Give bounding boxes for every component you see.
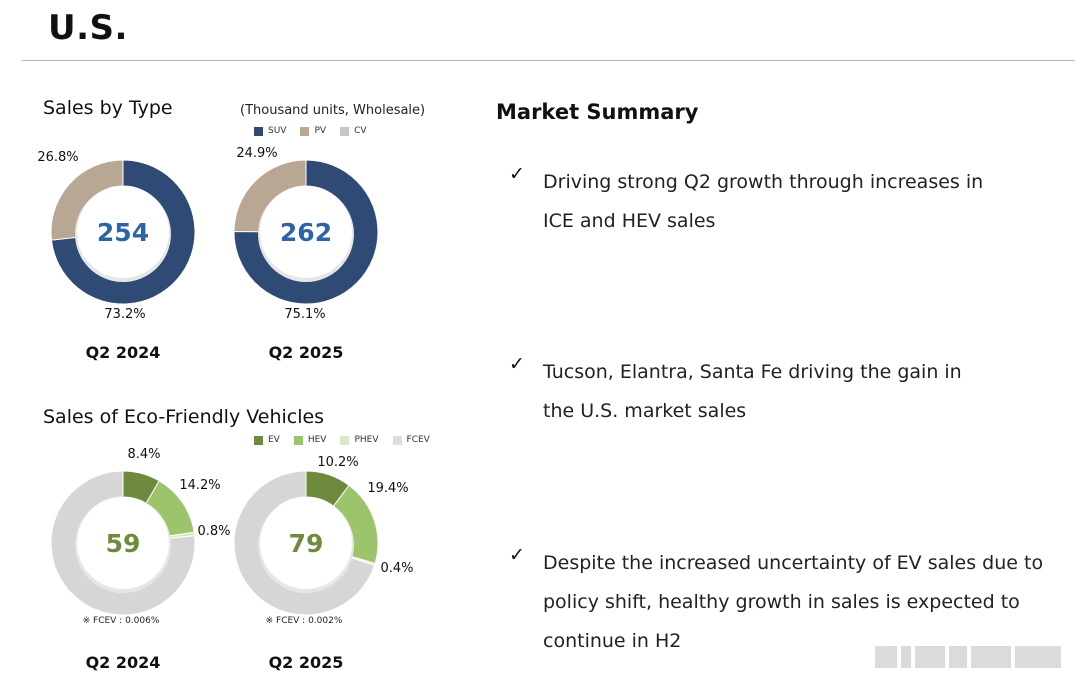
bullet-line: Driving strong Q2 growth through increas… [543,171,984,193]
data-label: 75.1% [284,307,325,322]
donut-center [77,186,169,278]
donut-center [260,186,352,278]
check-icon: ✓ [509,353,525,375]
legend-item-pv: PV [300,126,326,136]
data-label: 10.2% [317,455,358,470]
legend-swatch [293,435,303,445]
fcev-note: ※ FCEV : 0.002% [266,616,343,626]
fcev-note: ※ FCEV : 0.006% [83,616,160,626]
donut-center-value: 79 [289,529,324,558]
category-label: Q2 2024 [86,653,161,672]
legend-item-ev: EV [254,435,280,445]
donut-center-value: 254 [97,218,149,247]
summary-bullet: ✓ Despite the increased uncertainty of E… [509,544,1059,661]
title-divider [22,60,1075,61]
sales-by-type-title: Sales by Type [43,97,173,119]
legend-label: CV [354,126,367,136]
legend-swatch [254,435,263,445]
legend-swatch [340,126,350,136]
summary-bullet-text: Despite the increased uncertainty of EV … [543,544,1043,661]
legend-label: PHEV [354,435,379,445]
check-icon: ✓ [509,544,525,566]
bullet-line: Tucson, Elantra, Santa Fe driving the ga… [543,361,962,383]
donut-center-value: 262 [280,218,332,247]
units-note: (Thousand units, Wholesale) [240,103,426,118]
legend-label: EV [268,435,280,445]
donut-center [260,497,352,589]
legend-label: PV [314,126,327,136]
eco-friendly-title: Sales of Eco-Friendly Vehicles [43,406,325,428]
legend-label: SUV [268,126,287,136]
eco-friendly-legend: EV HEV PHEV FCEV [254,435,430,445]
legend-swatch [340,435,350,445]
donut-center-value: 59 [106,529,141,558]
legend-item-phev: PHEV [340,435,379,445]
bullet-line: continue in H2 [543,630,682,652]
summary-bullet-text: Driving strong Q2 growth through increas… [543,163,983,241]
category-label: Q2 2025 [269,653,344,672]
legend-label: FCEV [406,435,430,445]
legend-swatch [300,126,310,136]
bullet-line: policy shift, healthy growth in sales is… [543,591,1020,613]
summary-bullet: ✓ Tucson, Elantra, Santa Fe driving the … [509,353,1059,431]
category-label: Q2 2025 [269,343,344,362]
data-label: 24.9% [236,146,277,161]
data-label: 8.4% [127,447,160,462]
check-icon: ✓ [509,163,525,185]
legend-swatch [392,435,402,445]
summary-bullet-text: Tucson, Elantra, Santa Fe driving the ga… [543,353,962,431]
legend-item-hev: HEV [293,435,327,445]
bullet-line: ICE and HEV sales [543,210,716,232]
bullet-line: Despite the increased uncertainty of EV … [543,552,1044,574]
watermark [875,646,1075,668]
data-label: 0.8% [197,524,230,539]
legend-item-cv: CV [340,126,367,136]
legend-swatch [254,126,263,136]
legend-label: HEV [307,435,327,445]
data-label: 14.2% [179,478,220,493]
market-summary-title: Market Summary [496,100,699,124]
bullet-line: the U.S. market sales [543,400,747,422]
data-label: 73.2% [104,307,145,322]
donut-center [77,497,169,589]
donut-charts: 254 73.2% 26.8% Q2 2024 262 75.1% 24.9% Q2 2025… [37,146,413,672]
data-label: 19.4% [367,481,408,496]
category-label: Q2 2024 [86,343,161,362]
legend-item-suv: SUV [254,126,286,136]
summary-bullet: ✓ Driving strong Q2 growth through incre… [509,163,1059,241]
data-label: 26.8% [37,150,78,165]
sales-by-type-legend: SUV PV CV [254,126,367,136]
page-title: U.S. [48,8,128,48]
data-label: 0.4% [380,561,413,576]
legend-item-fcev: FCEV [392,435,430,445]
